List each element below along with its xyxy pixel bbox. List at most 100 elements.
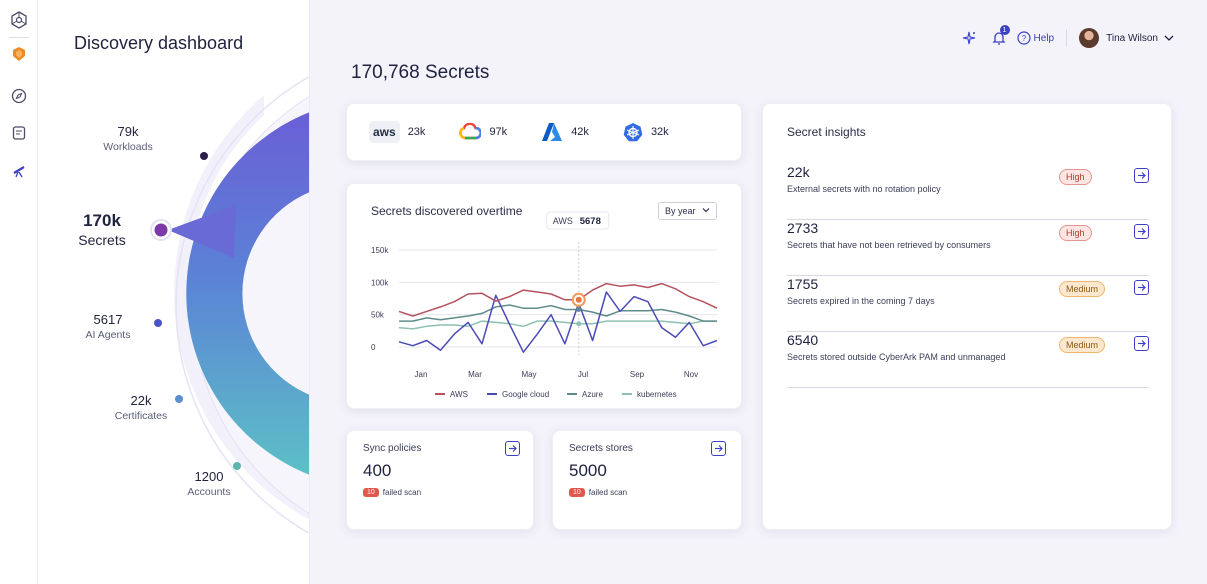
open-insight-button[interactable] [1134, 224, 1149, 239]
highlight-point [575, 296, 582, 303]
aws-logo-text: aws [373, 125, 396, 139]
ai-agents-value: 5617 [93, 312, 123, 327]
secret-insights-card: Secret insights 22k External secrets wit… [762, 103, 1172, 530]
telescope-icon[interactable] [8, 160, 30, 182]
x-tick-label: May [521, 370, 536, 379]
x-tick-label: Sep [630, 370, 645, 379]
secrets-line-chart: 150k 100k 50k 0 Jan Mar May Jul Sep Nov AWS 5678 AWS… [371, 211, 718, 399]
arrow-right-icon [509, 445, 517, 452]
fail-label: failed scan [382, 488, 422, 497]
sync-policies-title: Sync policies [363, 443, 422, 454]
secrets-stores-title: Secrets stores [569, 443, 633, 454]
open-insight-button[interactable] [1134, 280, 1149, 295]
shield-icon[interactable] [8, 43, 30, 65]
insight-row[interactable]: 22k External secrets with no rotation po… [787, 164, 1149, 220]
secrets-total-title: 170,768 Secrets [351, 62, 490, 83]
provider-google-cloud-value: 97k [489, 126, 508, 138]
severity-badge: Medium [1059, 281, 1106, 297]
open-insight-button[interactable] [1134, 336, 1149, 351]
arrow-right-icon [1138, 228, 1146, 235]
notification-bell-icon[interactable]: 1 [987, 25, 1011, 50]
secrets-node [154, 223, 168, 237]
series-marker [576, 306, 582, 312]
severity-badge: High [1059, 225, 1092, 241]
open-secrets-stores-button[interactable] [711, 441, 726, 456]
workloads-node [200, 152, 208, 160]
aws-logo-icon: aws [369, 121, 400, 143]
ai-agents-node [154, 319, 162, 327]
insight-value: 6540 [787, 332, 819, 348]
series-line-google-cloud [398, 291, 718, 353]
insight-row[interactable]: 1755 Secrets expired in the coming 7 day… [787, 276, 1149, 332]
provider-azure[interactable]: 42k [541, 122, 589, 142]
tooltip-series: AWS [553, 216, 573, 226]
x-tick-label: Jan [415, 370, 428, 379]
insight-description: Secrets stored outside CyberArk PAM and … [787, 352, 1006, 362]
secrets-stores-card[interactable]: Secrets stores 5000 10 failed scan [552, 430, 742, 530]
sync-policies-card[interactable]: Sync policies 400 10 failed scan [346, 430, 534, 530]
discovery-ring-graphic [150, 76, 309, 534]
providers-card: aws 23k 97k 42k [346, 103, 742, 161]
top-bar: 1 ? Help Tina Wilson [951, 25, 1175, 50]
insight-row[interactable]: 6540 Secrets stored outside CyberArk PAM… [787, 332, 1149, 388]
y-tick-label: 50k [371, 311, 385, 320]
insight-row[interactable]: 2733 Secrets that have not been retrieve… [787, 220, 1149, 276]
severity-badge: Medium [1059, 337, 1106, 353]
icon-rail [0, 0, 38, 584]
compass-icon[interactable] [8, 85, 30, 107]
series-line-kubernetes [398, 320, 717, 330]
x-tick-label: Mar [468, 370, 482, 379]
metric-secrets[interactable]: 170k Secrets [72, 211, 132, 248]
metric-accounts[interactable]: 1200 Accounts [178, 469, 240, 498]
secrets-label: Secrets [78, 232, 126, 248]
tooltip-value: 5678 [580, 216, 601, 227]
series-line-aws [398, 282, 718, 317]
open-insight-button[interactable] [1134, 168, 1149, 183]
chevron-down-icon[interactable] [1163, 32, 1175, 44]
ai-agents-label: AI Agents [85, 329, 131, 341]
help-link[interactable]: ? Help [1016, 31, 1055, 45]
provider-google-cloud[interactable]: 97k [459, 123, 507, 141]
series-line-azure [399, 304, 717, 322]
help-label: Help [1033, 32, 1055, 44]
metric-workloads[interactable]: 79k Workloads [98, 124, 158, 153]
severity-badge: High [1059, 169, 1092, 185]
y-tick-label: 100k [371, 278, 389, 287]
period-select-value: By year [664, 206, 696, 216]
metric-certificates[interactable]: 22k Certificates [106, 393, 176, 422]
provider-aws-value: 23k [407, 126, 426, 138]
insight-description: Secrets that have not been retrieved by … [787, 240, 991, 250]
arrow-right-icon [715, 445, 723, 452]
fail-count-badge: 10 [363, 488, 379, 497]
user-name[interactable]: Tina Wilson [1106, 32, 1158, 44]
insight-value: 2733 [787, 220, 819, 236]
legend-label: kubernetes [637, 390, 677, 399]
document-icon[interactable] [8, 122, 30, 144]
x-tick-label: Nov [684, 370, 698, 379]
certificates-node [175, 395, 183, 403]
provider-azure-value: 42k [571, 126, 589, 138]
provider-aws[interactable]: aws 23k [369, 121, 425, 143]
provider-kubernetes-value: 32k [650, 126, 669, 138]
svg-text:?: ? [1021, 34, 1026, 43]
main-content: 1 ? Help Tina Wilson 170,768 Secrets aws… [310, 0, 1207, 584]
provider-kubernetes[interactable]: 32k [623, 122, 669, 142]
metric-ai-agents[interactable]: 5617 AI Agents [78, 312, 138, 341]
secrets-value: 170k [83, 211, 121, 230]
avatar[interactable] [1079, 28, 1100, 48]
open-sync-policies-button[interactable] [505, 441, 520, 456]
workloads-value: 79k [117, 124, 139, 139]
sparkle-icon[interactable] [957, 26, 981, 50]
accounts-label: Accounts [187, 486, 231, 498]
rail-divider [9, 37, 29, 38]
sync-failed-scan: 10 failed scan [363, 488, 421, 497]
insight-value: 1755 [787, 276, 819, 292]
insight-description: Secrets expired in the coming 7 days [787, 296, 935, 306]
topbar-divider [1066, 29, 1068, 47]
fail-count-badge: 10 [569, 488, 585, 497]
period-select[interactable]: By year [657, 202, 717, 220]
hexagon-network-icon[interactable] [8, 9, 30, 31]
insights-title: Secret insights [787, 125, 866, 139]
kubernetes-icon [623, 123, 643, 142]
certificates-label: Certificates [114, 410, 168, 422]
